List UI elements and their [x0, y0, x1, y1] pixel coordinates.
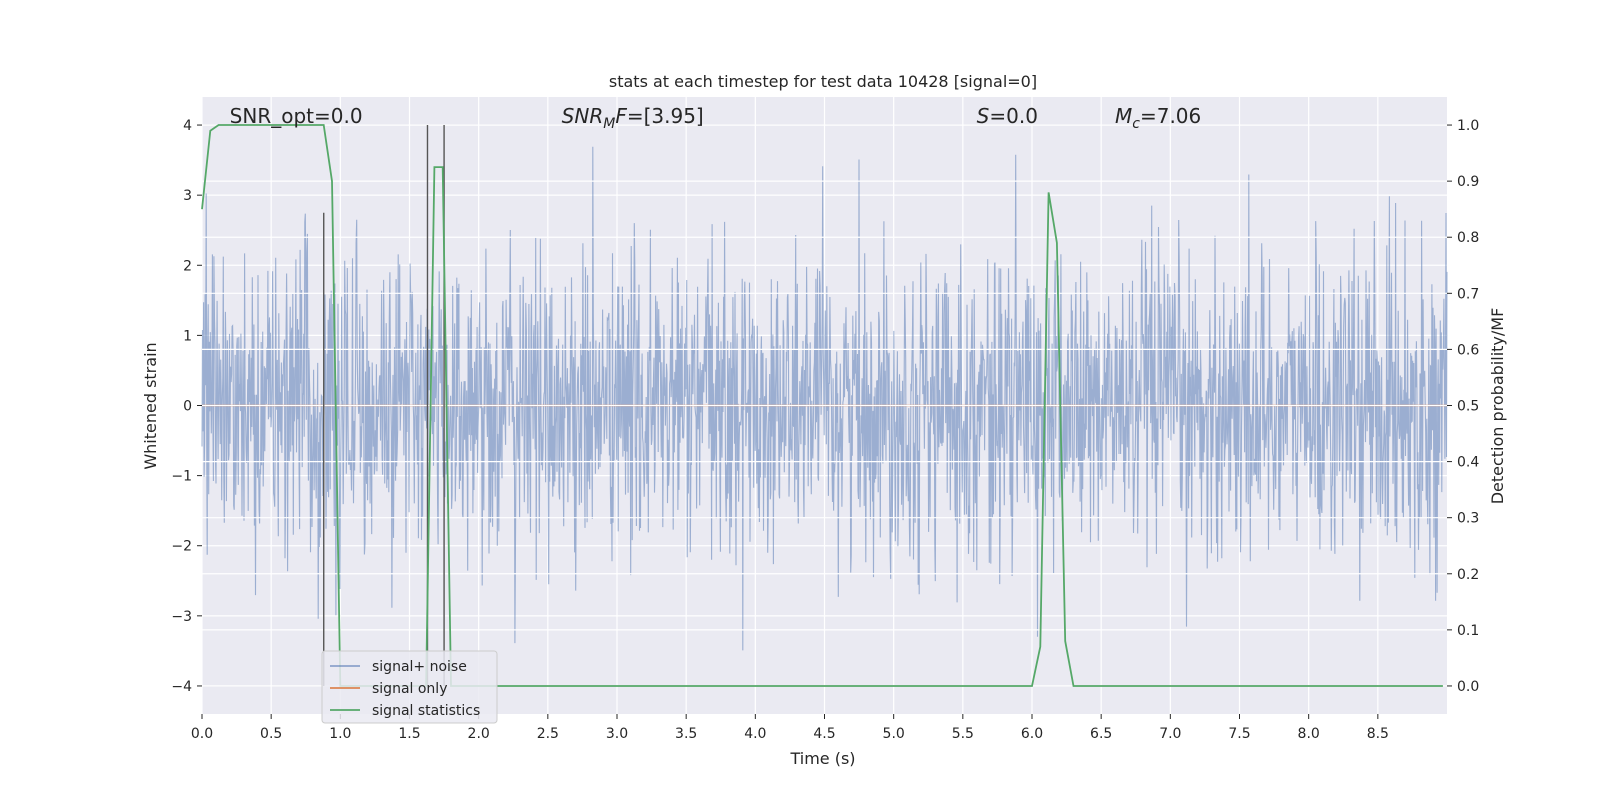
- x-tick-label: 3.5: [675, 726, 697, 742]
- x-tick-label: 6.0: [1021, 726, 1043, 742]
- right-y-tick-label: 0.9: [1457, 174, 1479, 190]
- annotation: SNRMF=[3.95]: [562, 104, 704, 132]
- noise-trace: [201, 146, 1448, 651]
- right-y-tick-label: 0.4: [1457, 455, 1479, 471]
- legend-label: signal only: [372, 681, 447, 697]
- y-tick-label: 4: [183, 118, 192, 134]
- annotation: S=0.0: [977, 104, 1038, 128]
- chart-title: stats at each timestep for test data 104…: [609, 72, 1037, 91]
- right-y-tick-label: 0.6: [1457, 342, 1479, 358]
- x-tick-label: 1.0: [329, 726, 351, 742]
- legend-label: signal+ noise: [372, 659, 467, 675]
- annotation: SNR_opt=0.0: [230, 104, 363, 128]
- series-signal-noise: [201, 146, 1448, 651]
- y-tick-label: 1: [183, 328, 192, 344]
- y-tick-label: −3: [171, 609, 192, 625]
- y-tick-label: 3: [183, 188, 192, 204]
- legend-box: [321, 650, 498, 724]
- x-tick-label: 2.0: [468, 726, 490, 742]
- right-y-tick-label: 1.0: [1457, 118, 1479, 134]
- x-tick-label: 7.0: [1159, 726, 1181, 742]
- x-tick-label: 4.0: [744, 726, 766, 742]
- legend: signal+ noise signal only signal statistic…: [321, 650, 498, 724]
- y-tick-label: −1: [171, 469, 192, 485]
- x-tick-labels: 0.0 0.5 1.0 1.5 2.0 2.5 3.0 3.5 4.0 4.5 5.0 5.5 6.0 6…: [191, 714, 1389, 742]
- right-y-tick-label: 0.0: [1457, 679, 1479, 695]
- x-tick-label: 4.5: [813, 726, 835, 742]
- y-tick-label: 2: [183, 258, 192, 274]
- right-y-tick-label: 0.3: [1457, 511, 1479, 527]
- right-y-tick-label: 0.1: [1457, 623, 1479, 639]
- right-y-tick-label: 0.8: [1457, 230, 1479, 246]
- x-tick-label: 6.5: [1090, 726, 1112, 742]
- x-tick-label: 7.5: [1228, 726, 1250, 742]
- legend-label: signal statistics: [372, 703, 480, 719]
- x-tick-label: 0.5: [260, 726, 282, 742]
- y-axis-label-right: Detection probability/MF: [1488, 308, 1507, 505]
- y-tick-labels: 4 3 2 1 0 −1 −2 −3 −4: [171, 118, 202, 695]
- x-tick-label: 1.5: [398, 726, 420, 742]
- x-tick-label: 8.5: [1367, 726, 1389, 742]
- x-tick-label: 2.5: [537, 726, 559, 742]
- x-tick-label: 3.0: [606, 726, 628, 742]
- annotation: Mc=7.06: [1115, 104, 1201, 132]
- right-y-tick-labels: 1.0 0.9 0.8 0.7 0.6 0.5 0.4 0.3 0.2 0.1 0.0: [1447, 118, 1479, 695]
- x-tick-label: 8.0: [1298, 726, 1320, 742]
- annotations: SNR_opt=0.0 SNRMF=[3.95] S=0.0 Mc=7.06: [230, 104, 1202, 132]
- y-tick-label: 0: [183, 399, 192, 415]
- y-tick-label: −4: [171, 679, 192, 695]
- y-tick-label: −2: [171, 539, 192, 555]
- right-y-tick-label: 0.7: [1457, 286, 1479, 302]
- x-tick-label: 5.5: [952, 726, 974, 742]
- y-axis-label: Whitened strain: [141, 342, 160, 469]
- signal-statistics-line: [201, 124, 1443, 687]
- series-signal-statistics: [201, 124, 1443, 687]
- x-tick-label: 0.0: [191, 726, 213, 742]
- right-y-tick-label: 0.5: [1457, 399, 1479, 415]
- x-axis-label: Time (s): [789, 749, 855, 768]
- x-tick-label: 5.0: [883, 726, 905, 742]
- right-y-tick-label: 0.2: [1457, 567, 1479, 583]
